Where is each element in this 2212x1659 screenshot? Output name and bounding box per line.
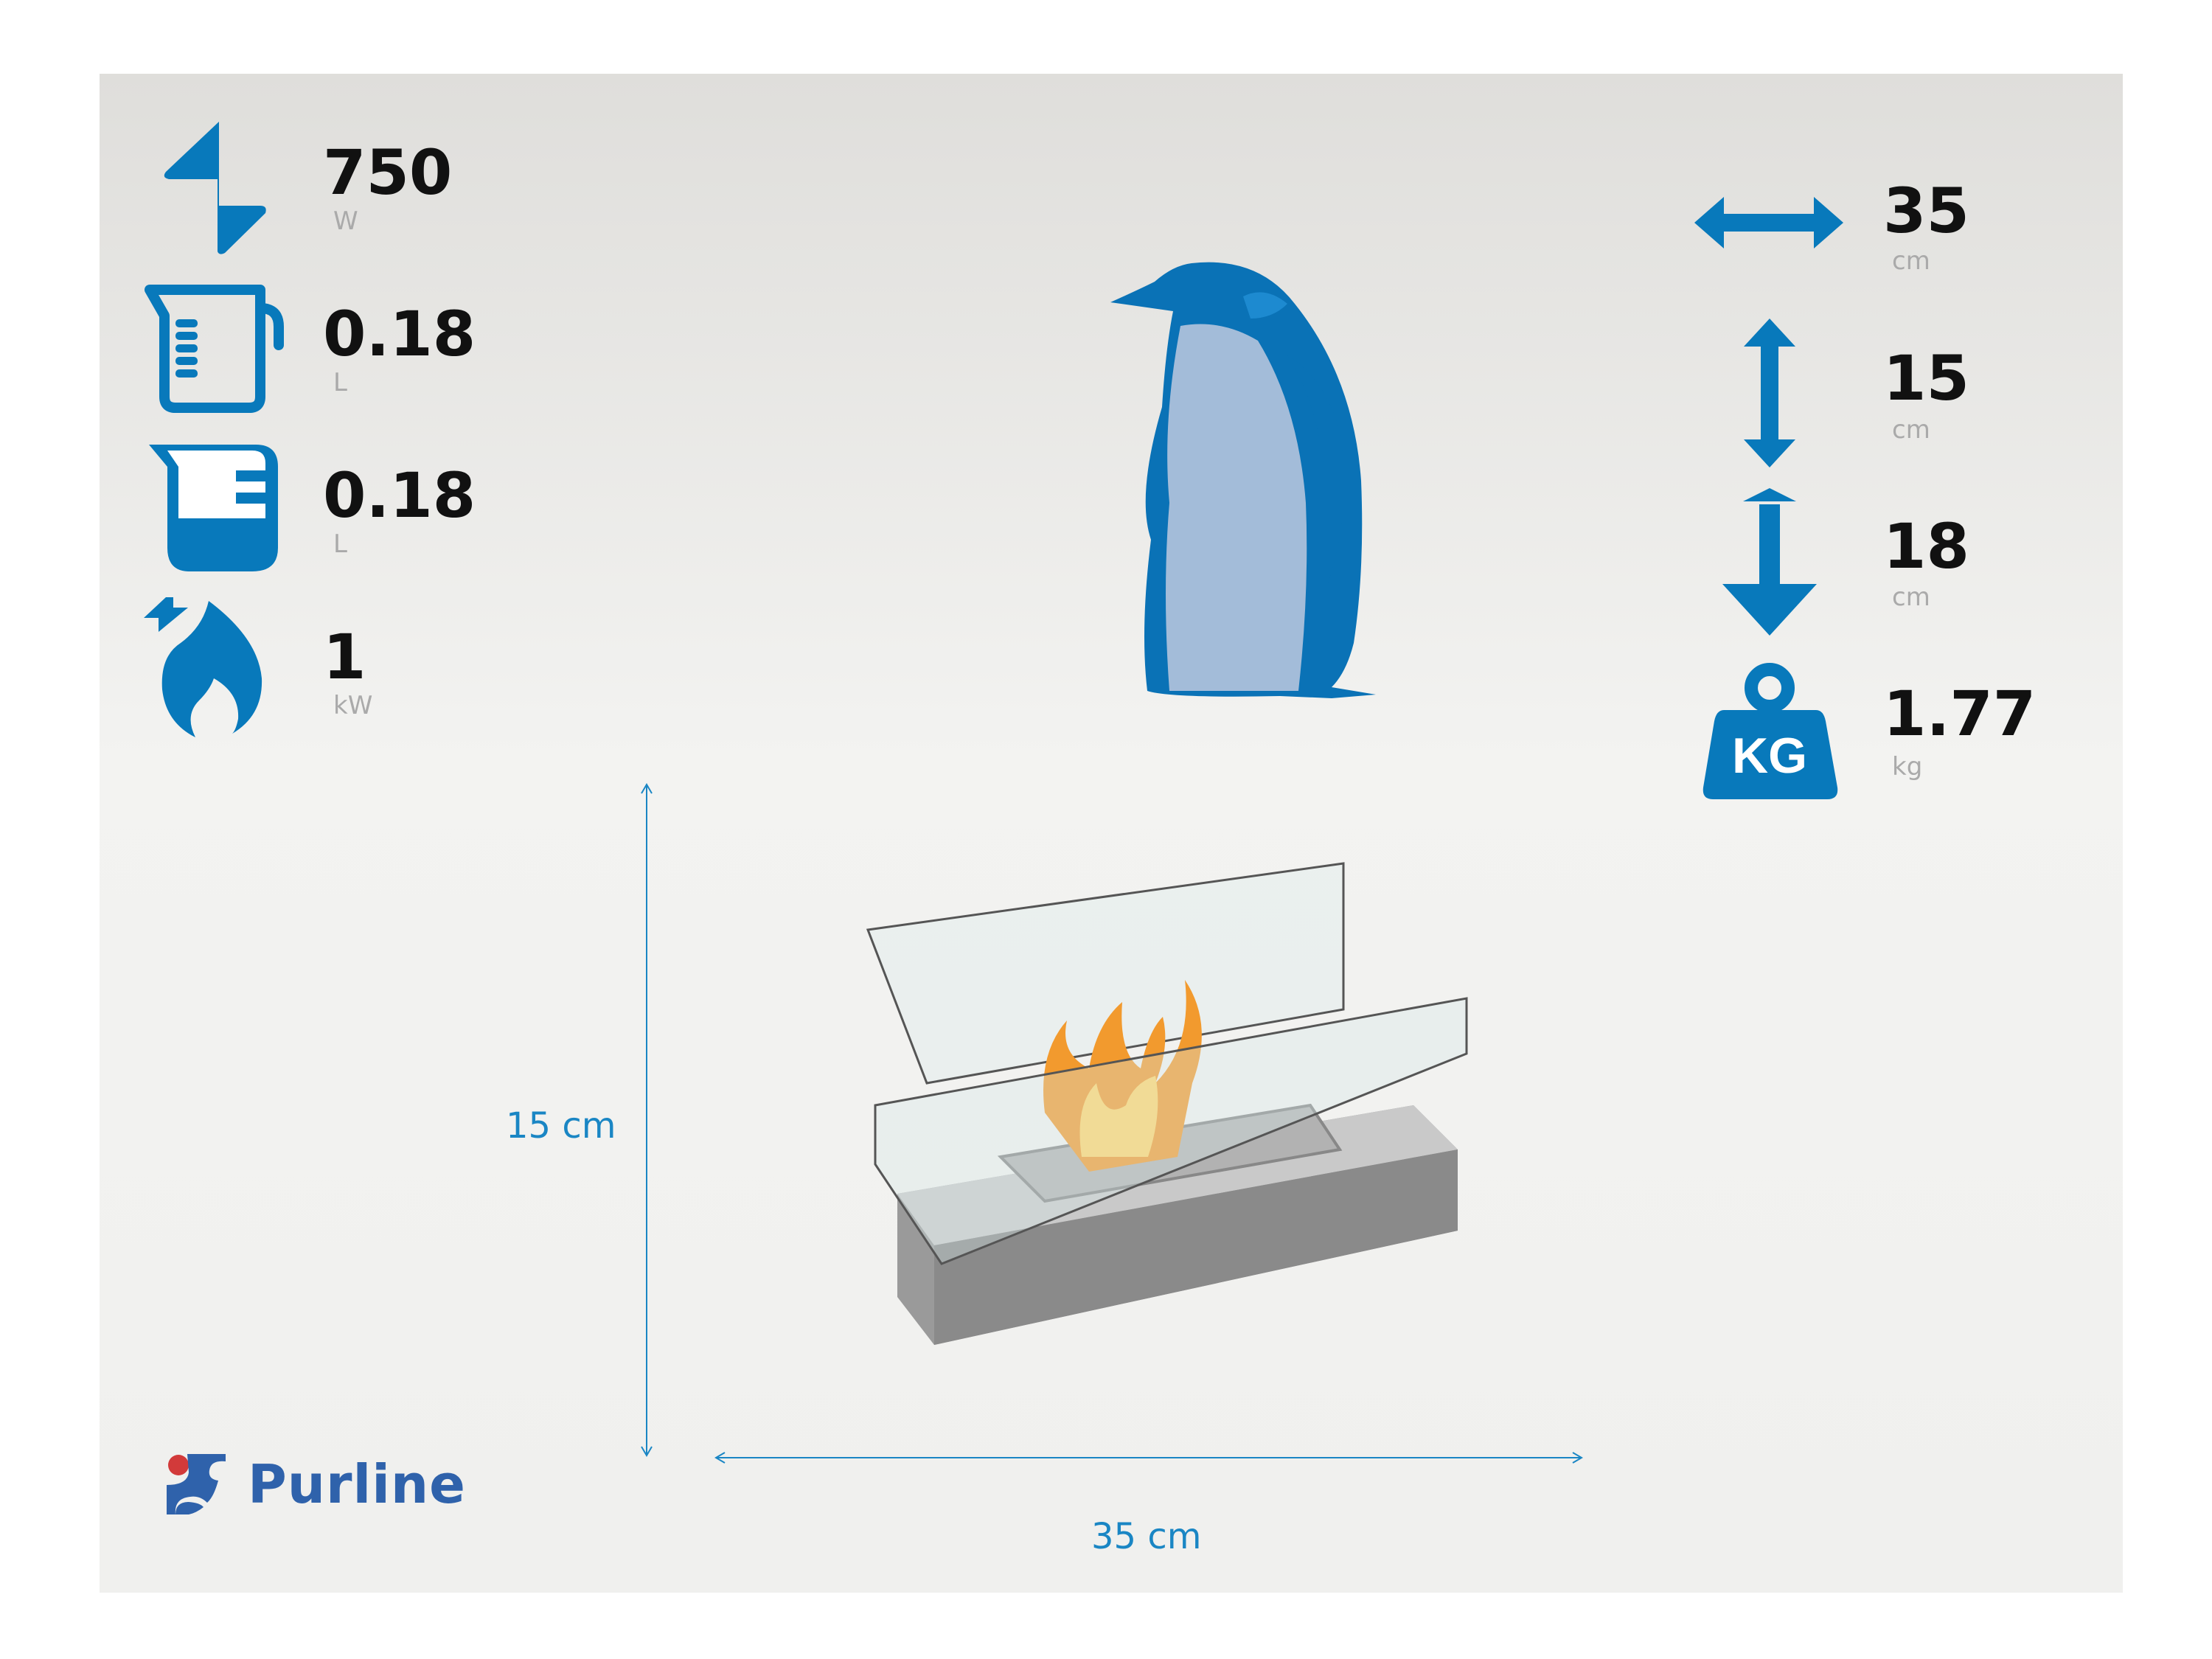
fireplace-product-image: [866, 862, 1468, 1345]
filled-jug-icon: [149, 445, 278, 571]
depth-unit: cm: [1892, 582, 1930, 612]
weight-unit: kg: [1892, 752, 1923, 782]
depth-value: 18: [1883, 510, 1969, 582]
fuel-volume-value: 0.18: [323, 459, 476, 532]
width-arrow-icon: [1694, 197, 1843, 248]
height-unit: cm: [1892, 415, 1930, 445]
lightning-icon: [164, 122, 266, 254]
width-value: 35: [1883, 175, 1969, 247]
width-unit: cm: [1892, 246, 1930, 276]
height-dimension-label: 15 cm: [506, 1105, 616, 1147]
tank-capacity-value: 0.18: [323, 298, 476, 370]
product-panel: [100, 74, 2123, 1593]
height-arrow-icon: [1744, 319, 1795, 467]
power-unit: W: [333, 206, 358, 236]
depth-arrow-icon: [1722, 488, 1817, 636]
tank-capacity-unit: L: [333, 368, 347, 397]
purline-logo: Purline: [167, 1451, 466, 1517]
weight-value: 1.77: [1883, 678, 2037, 750]
purline-logo-mark: [167, 1454, 226, 1514]
penguin-illustration: [1110, 262, 1376, 699]
height-dimension-line: [641, 783, 653, 1457]
height-value: 15: [1883, 342, 1969, 414]
power-value: 750: [323, 136, 453, 209]
heat-output-value: 1: [323, 621, 366, 693]
width-dimension-label: 35 cm: [1091, 1516, 1202, 1557]
purline-logo-text: Purline: [248, 1453, 466, 1515]
heat-output-unit: kW: [333, 691, 373, 720]
width-dimension-line: [714, 1452, 1583, 1464]
weight-icon-label: KG: [1732, 728, 1807, 784]
fuel-volume-unit: L: [333, 529, 347, 559]
measuring-jug-icon: [145, 285, 284, 413]
flame-power-icon: [144, 597, 262, 737]
weight-icon: KG: [1703, 663, 1838, 799]
